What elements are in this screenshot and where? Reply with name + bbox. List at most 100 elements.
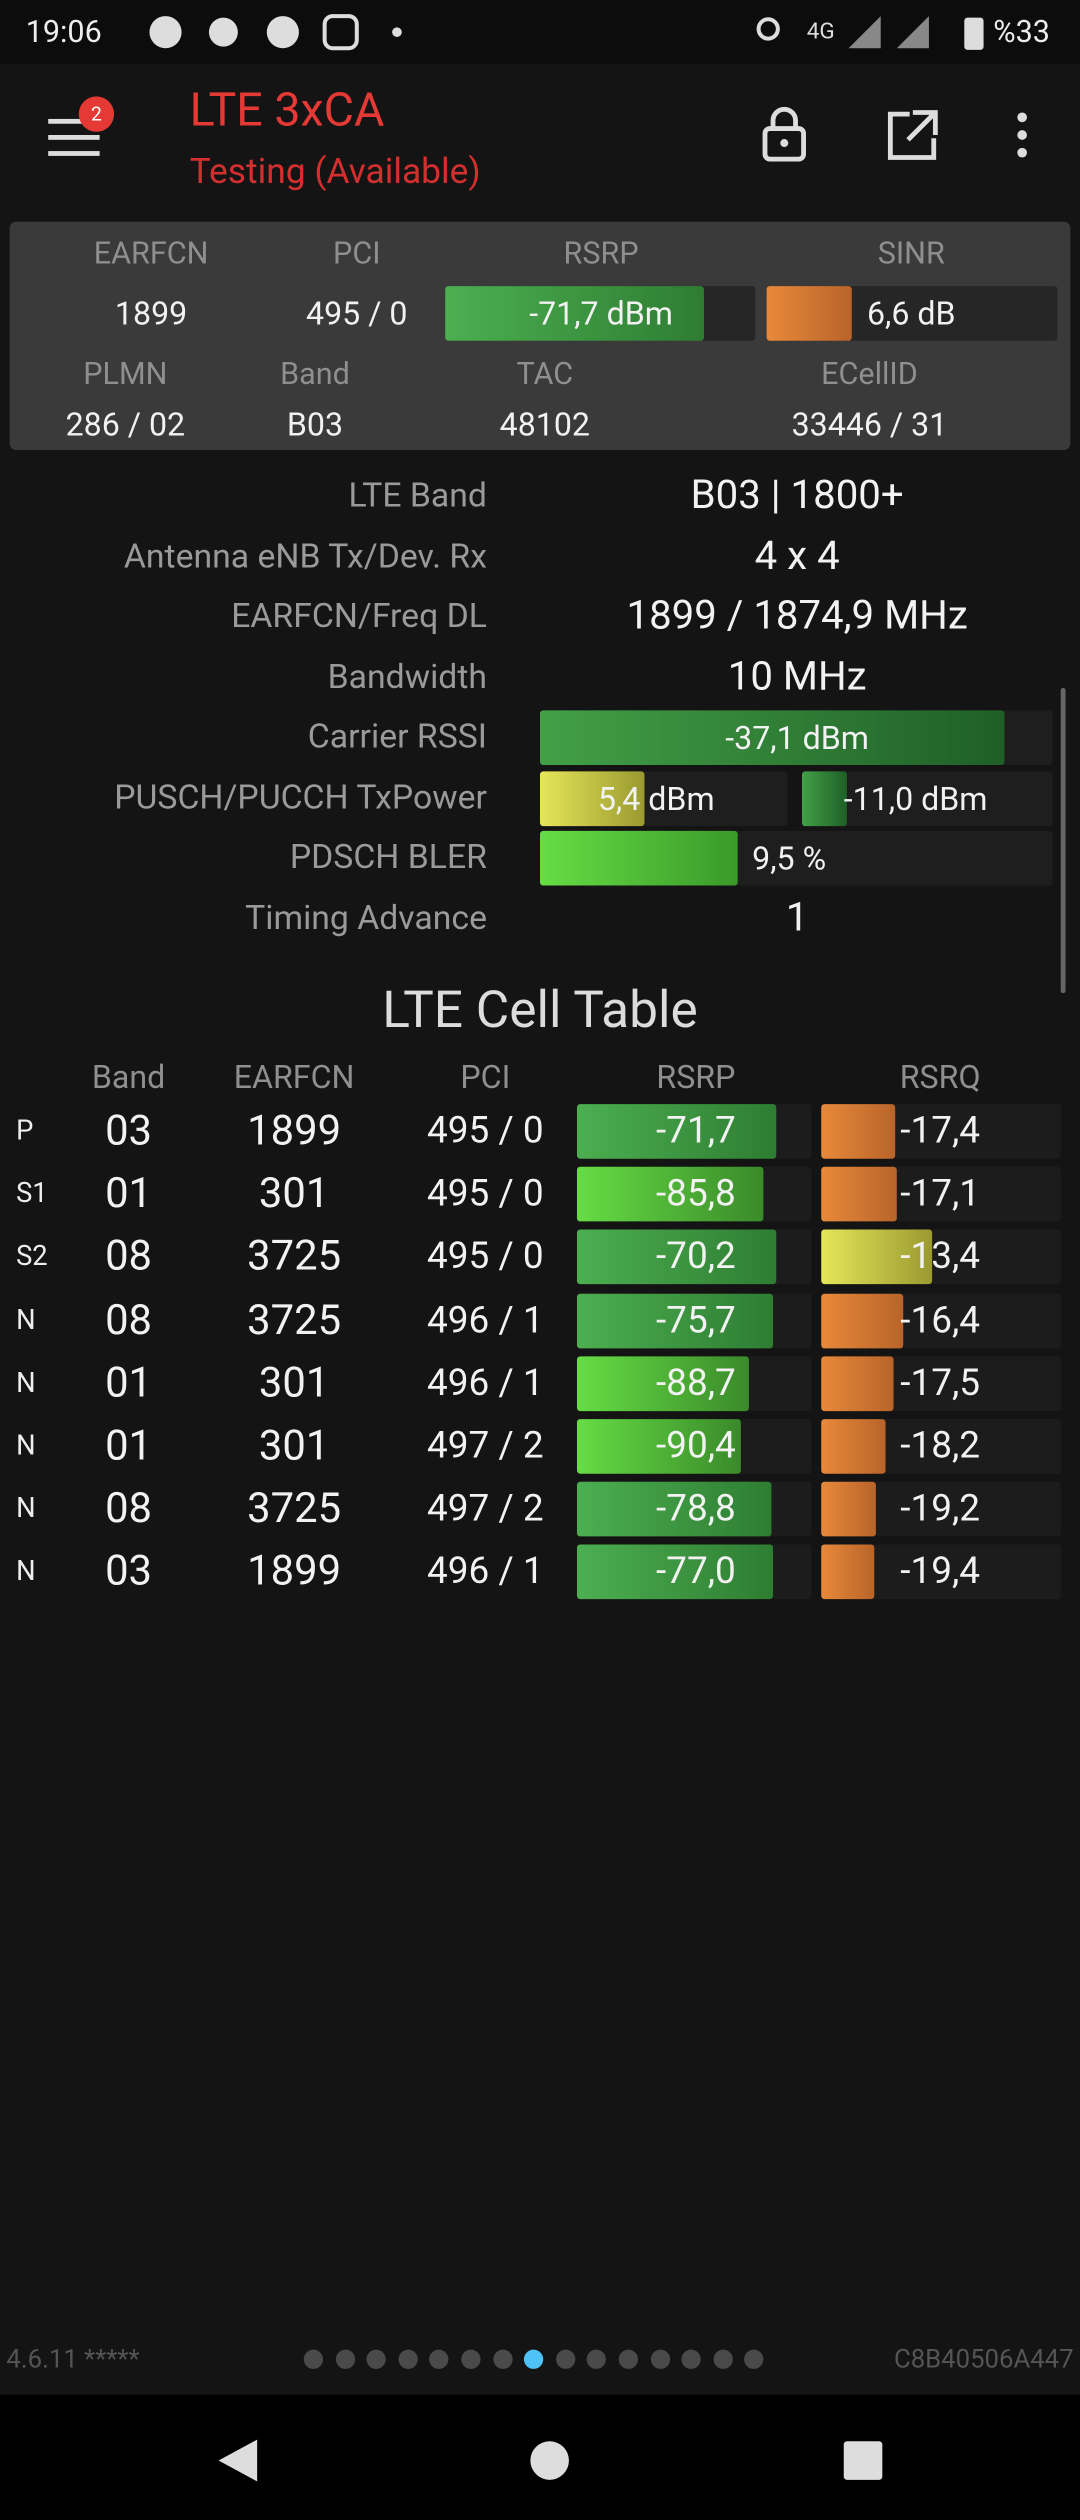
cell-band: 08	[105, 1296, 153, 1346]
cell-pci: 497 / 2	[426, 1486, 544, 1531]
toolbar-icons[interactable]	[762, 106, 1051, 164]
app-subtitle: Testing (Available)	[189, 152, 481, 193]
page-dot	[618, 2349, 639, 2369]
cell-band: 08	[105, 1232, 153, 1281]
detail-value: B03 | 1800+	[690, 472, 904, 520]
rsrq-bar	[821, 1229, 933, 1285]
cell-pci: 496 / 1	[426, 1361, 544, 1405]
column-header: EARFCN	[233, 1057, 355, 1097]
cell-pci: 496 / 1	[426, 1298, 544, 1342]
bler-bar	[540, 830, 738, 886]
rsrq-bar	[821, 1356, 894, 1412]
summary-header: SINR	[877, 234, 945, 272]
cell-role: N	[16, 1430, 36, 1463]
cell-earfcn: 3725	[247, 1232, 342, 1281]
rsrp-bar	[576, 1544, 774, 1600]
cell-band: 01	[105, 1359, 153, 1408]
page-dot	[713, 2349, 733, 2369]
cell-role: P	[16, 1115, 34, 1148]
app-title: LTE 3xCA	[189, 83, 385, 139]
cell-earfcn: 1899	[247, 1547, 342, 1596]
summary-header: PLMN	[83, 355, 168, 393]
detail-value: 9,5 %	[752, 838, 827, 878]
cell-rsrq: -17,1	[900, 1171, 981, 1216]
cell-earfcn: 301	[258, 1422, 330, 1471]
cell-pci: 497 / 2	[426, 1423, 544, 1468]
cell-pci: 496 / 1	[426, 1549, 544, 1593]
page-dot	[587, 2349, 607, 2369]
cell-earfcn: 3725	[247, 1296, 342, 1346]
page-dot	[492, 2349, 513, 2369]
cell-rsrp: -88,7	[655, 1361, 736, 1405]
cell-rsrp: -90,4	[655, 1423, 736, 1468]
rssi-bar	[540, 710, 1005, 766]
detail-value: 4 x 4	[754, 533, 840, 581]
cell-earfcn: 301	[258, 1359, 330, 1408]
page-dot	[681, 2349, 702, 2369]
cell-rsrq: -19,2	[900, 1486, 981, 1531]
detail-label: EARFCN/Freq DL	[231, 597, 487, 637]
detail-label: Bandwidth	[327, 658, 487, 698]
rsrp-bar	[576, 1356, 749, 1412]
network-type: 4G	[806, 19, 835, 46]
detail-value: -37,1 dBm	[725, 718, 870, 757]
cell-rsrq: -19,4	[900, 1549, 981, 1593]
nav-buttons[interactable]	[209, 2430, 900, 2494]
cell-rsrq: -17,5	[900, 1361, 981, 1405]
pusch-bar	[540, 771, 645, 827]
cell-pci: 495 / 0	[426, 1234, 544, 1278]
detail-value: 1899 / 1874,9 MHz	[626, 593, 968, 640]
cell-rsrq: -16,4	[900, 1298, 981, 1342]
battery: %33	[993, 12, 1050, 50]
sinr-bar	[766, 286, 852, 341]
rsrp-bar	[576, 1166, 764, 1222]
cell-rsrq: -13,4	[900, 1234, 981, 1278]
summary-value: 6,6 dB	[866, 294, 956, 333]
rsrq-bar	[821, 1104, 896, 1159]
cell-role: S1	[16, 1178, 48, 1211]
summary-header: RSRP	[563, 234, 639, 272]
summary-value: 495 / 0	[306, 294, 408, 333]
cell-band: 01	[105, 1170, 153, 1219]
cell-earfcn: 3725	[247, 1485, 342, 1534]
summary-header: Band	[280, 355, 350, 393]
cell-rsrp: -70,2	[655, 1234, 736, 1278]
detail-value: -11,0 dBm	[843, 779, 988, 819]
cell-rsrp: -77,0	[655, 1549, 736, 1593]
detail-value: 5,4 dBm	[597, 779, 715, 819]
menu-button[interactable]	[48, 116, 103, 158]
cell-role: N	[16, 1555, 36, 1588]
cell-rsrq: -18,2	[900, 1423, 981, 1468]
summary-value: 33446 / 31	[791, 405, 948, 444]
cell-rsrp: -71,7	[655, 1108, 736, 1153]
rsrp-bar	[445, 286, 704, 341]
cell-band: 03	[105, 1107, 153, 1156]
cell-pci: 495 / 0	[426, 1171, 544, 1216]
cell-role: N	[16, 1305, 36, 1338]
summary-value: -71,7 dBm	[529, 294, 673, 333]
detail-value: 1	[785, 895, 809, 942]
summary-value: 48102	[499, 405, 590, 444]
page-dot	[744, 2349, 765, 2369]
page-dot	[461, 2349, 481, 2369]
cell-rsrp: -78,8	[655, 1486, 736, 1531]
detail-label: Antenna eNB Tx/Dev. Rx	[123, 538, 487, 577]
summary-value: 1899	[114, 294, 188, 333]
summary-header: PCI	[333, 234, 381, 272]
page-dot	[650, 2349, 670, 2369]
system-icons	[756, 16, 984, 50]
badge: 2	[78, 96, 115, 132]
rsrq-bar	[821, 1544, 875, 1600]
summary-header: TAC	[516, 355, 574, 393]
cell-earfcn: 301	[258, 1170, 330, 1219]
summary-value: 286 / 02	[65, 405, 186, 444]
app-version: 4.6.11 *****	[6, 2343, 140, 2374]
column-header: Band	[91, 1057, 166, 1097]
detail-label: PUSCH/PUCCH TxPower	[114, 779, 487, 819]
detail-label: Timing Advance	[245, 900, 487, 939]
column-header: RSRQ	[899, 1057, 981, 1097]
cell-rsrq: -17,4	[900, 1108, 981, 1153]
rsrp-bar	[576, 1293, 774, 1349]
